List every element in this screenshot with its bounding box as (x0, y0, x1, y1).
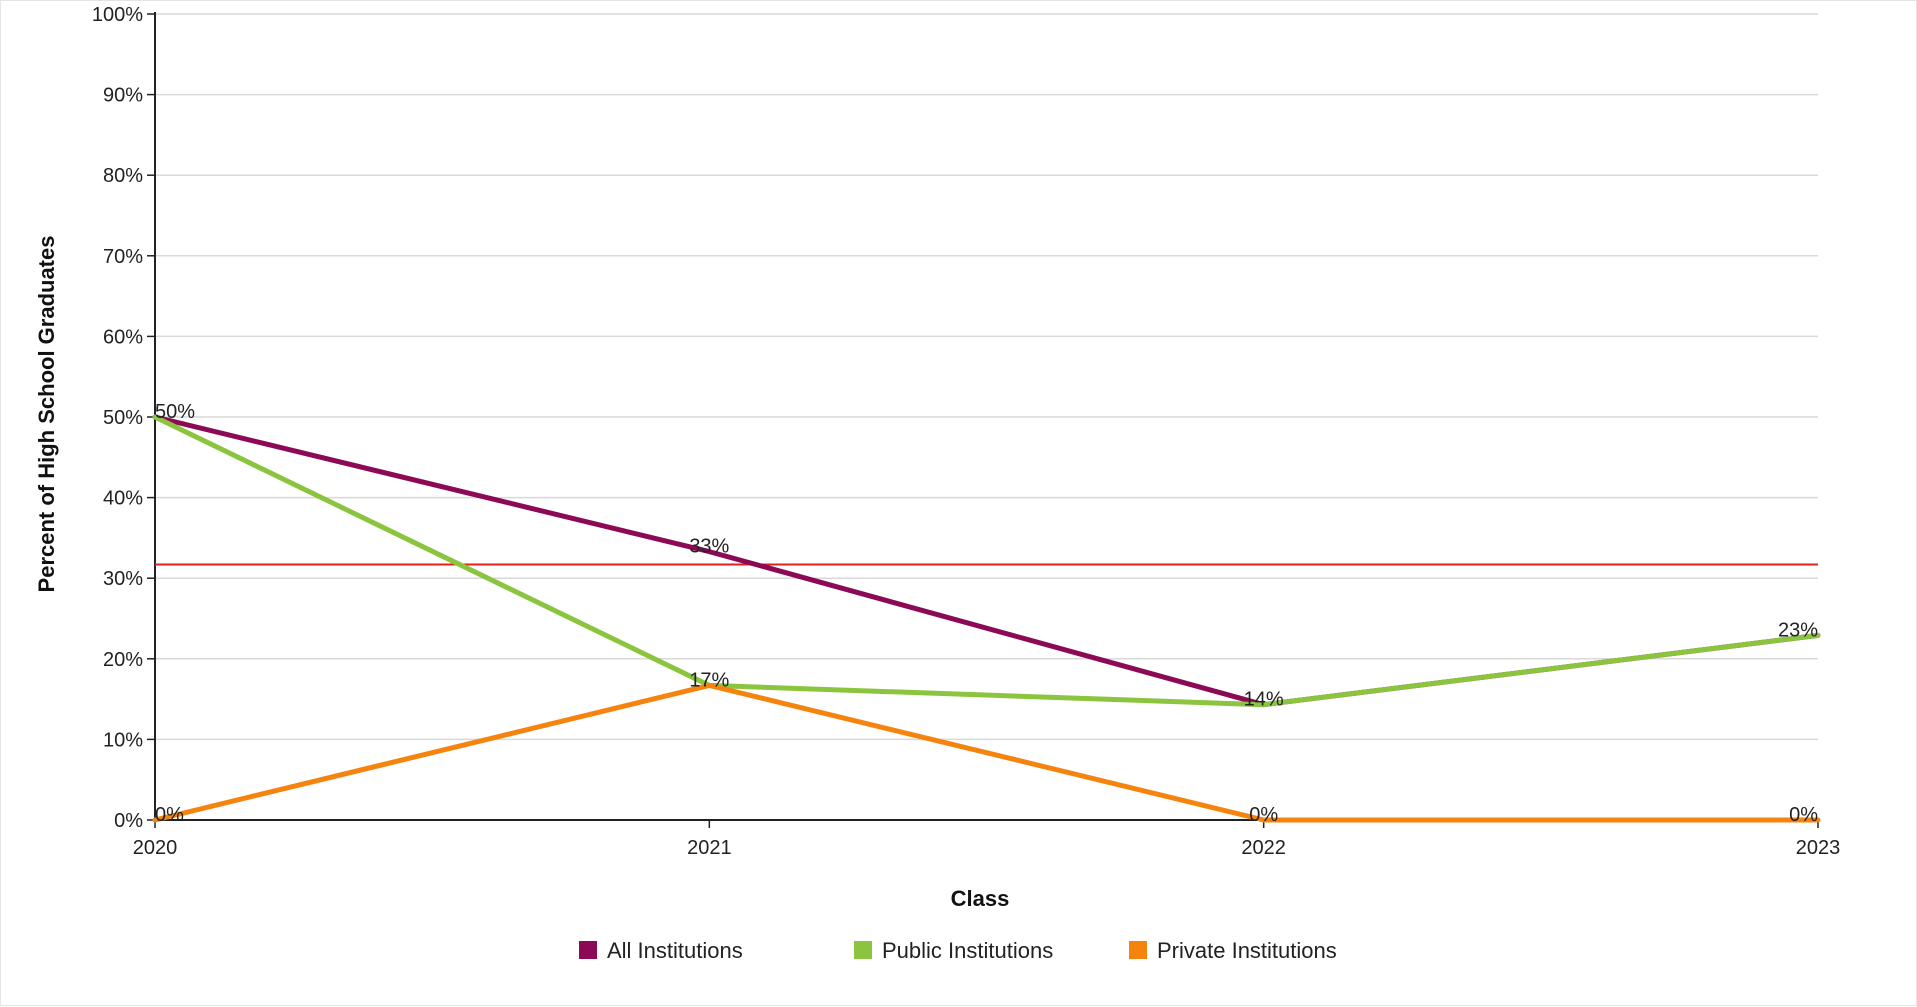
x-tick-label: 2020 (133, 837, 178, 859)
y-tick-label: 100% (92, 4, 143, 26)
y-tick-label: 0% (114, 810, 143, 832)
series-line-all-institutions (152, 414, 1821, 708)
data-label: 0% (155, 804, 184, 826)
data-labels: 50% 33% 14% 23% 0% 17% 0% 0% (155, 401, 1818, 826)
legend-swatch (1129, 941, 1147, 959)
y-tick-label: 70% (103, 246, 143, 268)
x-axis: 2020 2021 2022 2023 (133, 819, 1841, 859)
x-tick-label: 2023 (1796, 837, 1841, 859)
y-tick-label: 40% (103, 488, 143, 510)
data-label: 0% (1249, 804, 1278, 826)
y-axis: 0% 10% 20% 30% 40% 50% 60% 70% 80% 90% 100% (92, 4, 156, 832)
data-label: 14% (1244, 689, 1284, 711)
y-tick-label: 90% (103, 85, 143, 107)
data-label: 33% (689, 536, 729, 558)
data-label: 0% (1789, 804, 1818, 826)
gridlines (155, 13, 1818, 741)
x-tick-label: 2022 (1241, 837, 1286, 859)
series-lines (152, 414, 1821, 823)
y-tick-label: 50% (103, 407, 143, 429)
y-tick-label: 80% (103, 165, 143, 187)
legend: All Institutions Public Institutions Priva… (579, 938, 1337, 963)
legend-label: Public Institutions (882, 938, 1053, 963)
y-tick-label: 30% (103, 568, 143, 590)
data-label: 17% (689, 669, 729, 691)
legend-label: All Institutions (607, 938, 743, 963)
x-axis-title: Class (951, 886, 1010, 911)
x-tick-label: 2021 (687, 837, 732, 859)
data-label: 50% (155, 401, 195, 423)
legend-swatch (579, 941, 597, 959)
legend-label: Private Institutions (1157, 938, 1337, 963)
series-line-private-institutions (152, 682, 1821, 823)
y-tick-label: 60% (103, 326, 143, 348)
y-axis-title: Percent of High School Graduates (34, 236, 59, 593)
y-tick-label: 20% (103, 649, 143, 671)
series-line-public-institutions (152, 414, 1821, 708)
data-label: 23% (1778, 619, 1818, 641)
y-tick-label: 10% (103, 729, 143, 751)
legend-swatch (854, 941, 872, 959)
